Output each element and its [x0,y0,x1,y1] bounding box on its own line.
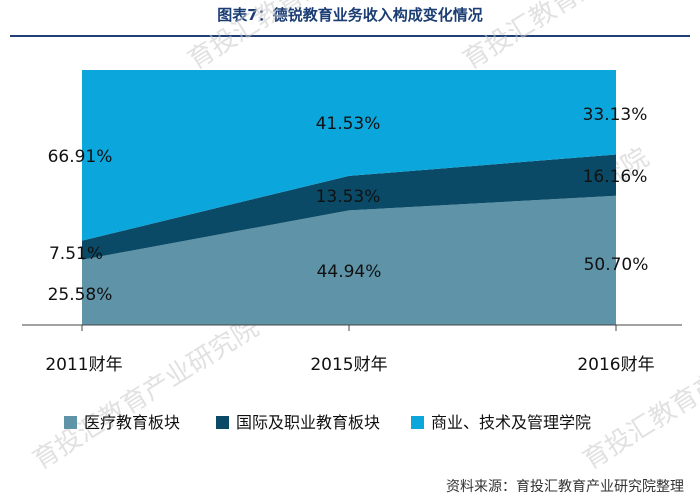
legend-label: 国际及职业教育板块 [236,413,380,432]
data-label-layer: 25.58% 44.94% 50.70% 7.51% 13.53% 16.16% 66.91… [48,105,649,305]
area-series-2 [82,154,616,260]
data-label: 16.16% [583,167,648,187]
data-label: 25.58% [48,285,113,305]
title-divider [10,35,690,37]
area-series-3 [82,70,616,241]
data-label: 7.51% [49,244,103,264]
data-label: 44.94% [317,262,382,282]
legend-label: 商业、技术及管理学院 [431,413,591,432]
data-label: 50.70% [584,255,649,275]
chart-title: 图表7：德锐教育业务收入构成变化情况 [217,6,483,24]
watermark-text: 育投汇教育产业研究院 [183,0,419,76]
watermark-text: 育投汇教育产业研究院 [28,313,264,476]
legend-swatch [411,416,424,429]
area-layer [82,70,616,325]
data-label: 41.53% [316,114,381,134]
x-tick-label: 2016财年 [577,355,654,375]
x-axis: 2011财年 2015财年 2016财年 [22,324,682,375]
legend-label: 医疗教育板块 [84,413,180,432]
watermark-text: 育投汇教育产业研究院 [578,313,700,476]
legend-swatch [64,416,77,429]
data-label: 13.53% [316,187,381,207]
data-label: 66.91% [48,147,113,167]
data-label: 33.13% [583,105,648,125]
watermark-text: 育投汇教育产业研究院 [458,0,694,76]
area-series-1 [82,195,616,325]
legend: 医疗教育板块 国际及职业教育板块 商业、技术及管理学院 [64,413,591,432]
x-tick-label: 2011财年 [45,355,122,375]
x-tick-label: 2015财年 [310,355,387,375]
source-note: 资料来源：育投汇教育产业研究院整理 [446,479,684,495]
legend-swatch [216,416,229,429]
